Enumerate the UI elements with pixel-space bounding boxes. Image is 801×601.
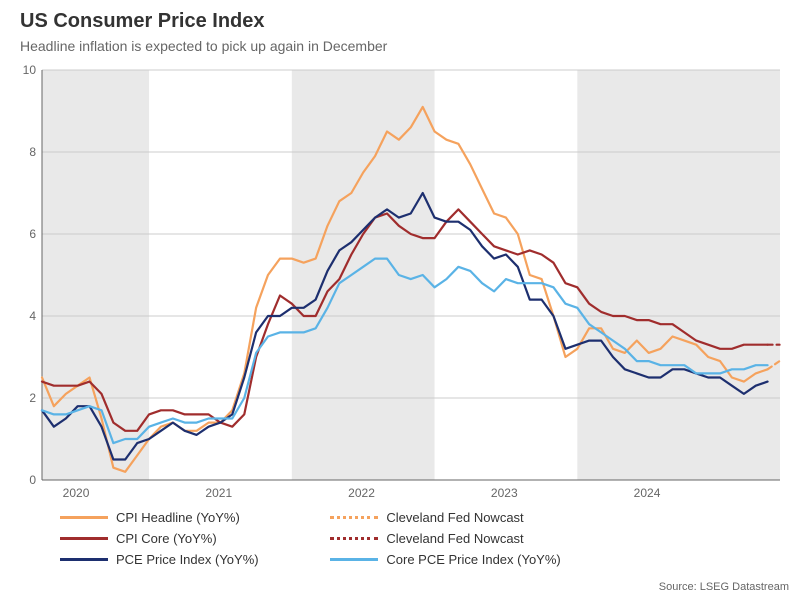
y-tick-label: 4 — [29, 309, 36, 323]
x-tick-label: 2023 — [491, 486, 518, 500]
x-tick-label: 2024 — [634, 486, 661, 500]
legend-label: Cleveland Fed Nowcast — [386, 510, 523, 525]
y-tick-label: 8 — [29, 145, 36, 159]
legend-item-cpi_core: CPI Core (YoY%) — [60, 531, 290, 546]
legend: CPI Headline (YoY%) Cleveland Fed Nowcast… — [60, 510, 561, 567]
x-tick-label: 2020 — [63, 486, 90, 500]
legend-swatch — [60, 516, 108, 519]
x-tick-label: 2021 — [205, 486, 232, 500]
legend-swatch — [330, 537, 378, 540]
legend-label: Core PCE Price Index (YoY%) — [386, 552, 560, 567]
legend-item-cpi_headline: CPI Headline (YoY%) — [60, 510, 290, 525]
legend-label: CPI Headline (YoY%) — [116, 510, 240, 525]
y-tick-label: 10 — [23, 63, 36, 77]
legend-label: PCE Price Index (YoY%) — [116, 552, 259, 567]
legend-swatch — [330, 516, 378, 519]
legend-label: Cleveland Fed Nowcast — [386, 531, 523, 546]
legend-item-pce: PCE Price Index (YoY%) — [60, 552, 290, 567]
legend-item-cpi_headline_nowcast: Cleveland Fed Nowcast — [330, 510, 560, 525]
y-tick-label: 0 — [29, 473, 36, 487]
y-tick-label: 2 — [29, 391, 36, 405]
legend-swatch — [330, 558, 378, 561]
source-label: Source: LSEG Datastream — [659, 581, 789, 593]
legend-item-core_pce: Core PCE Price Index (YoY%) — [330, 552, 560, 567]
y-tick-label: 6 — [29, 227, 36, 241]
x-tick-label: 2022 — [348, 486, 375, 500]
legend-swatch — [60, 537, 108, 540]
legend-label: CPI Core (YoY%) — [116, 531, 217, 546]
legend-item-cpi_core_nowcast: Cleveland Fed Nowcast — [330, 531, 560, 546]
chart-container: US Consumer Price Index Headline inflati… — [0, 0, 801, 601]
legend-swatch — [60, 558, 108, 561]
